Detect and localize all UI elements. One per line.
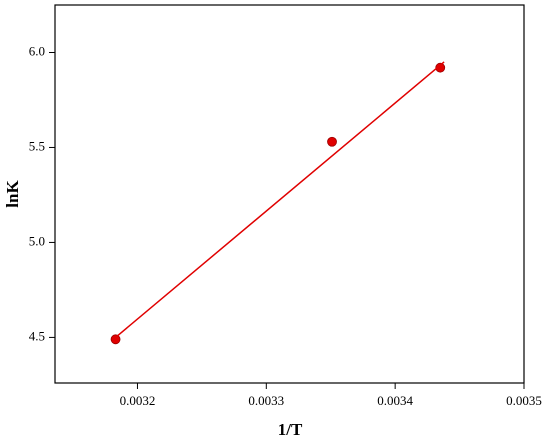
y-tick-label: 5.0: [29, 233, 45, 248]
x-tick-label: 0.0034: [377, 393, 413, 408]
x-tick-label: 0.0035: [506, 393, 542, 408]
x-axis-title: 1/T: [278, 420, 303, 439]
y-axis-title: lnK: [3, 180, 22, 208]
plot-frame: [54, 4, 525, 384]
x-tick-label: 0.0033: [248, 393, 284, 408]
point: [110, 334, 121, 345]
y-tick-label: 4.5: [29, 328, 45, 343]
y-tick-label: 5.5: [29, 138, 45, 153]
x-tick-label: 0.0032: [120, 393, 156, 408]
y-tick-label: 6.0: [29, 43, 45, 58]
point: [327, 136, 337, 147]
point: [435, 62, 446, 73]
fit-line: [115, 61, 445, 338]
